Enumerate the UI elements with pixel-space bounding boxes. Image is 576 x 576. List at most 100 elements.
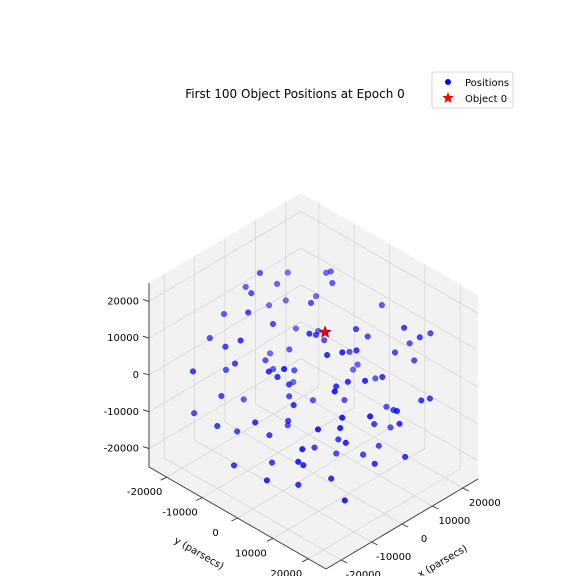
y-tick-label: 0 (212, 528, 218, 539)
grid-line-z-right (300, 211, 479, 314)
grid-line-z-left (148, 211, 302, 302)
position-point (372, 375, 379, 382)
position-point (230, 462, 238, 469)
x-tick-mark (371, 541, 378, 546)
grid-line-y-floor (308, 468, 461, 560)
position-point (274, 280, 281, 287)
position-point (360, 451, 367, 458)
position-point (311, 444, 318, 451)
position-point (309, 397, 317, 404)
position-point (335, 436, 342, 443)
position-point (339, 349, 346, 356)
position-point (240, 396, 247, 403)
position-point (222, 343, 229, 350)
position-point (222, 366, 230, 373)
position-point (206, 335, 213, 342)
x-tick-mark (432, 505, 439, 510)
position-point (344, 378, 351, 385)
legend-box (431, 71, 514, 109)
position-point (231, 360, 239, 367)
position-point (396, 420, 403, 427)
y-tick-label: -10000 (162, 508, 197, 519)
z-tick-label: 0 (133, 370, 139, 381)
position-point (364, 333, 371, 340)
x-tick-label: 10000 (438, 516, 470, 527)
position-point (286, 346, 293, 353)
position-point (266, 432, 273, 439)
position-point (411, 357, 418, 364)
position-point (281, 365, 288, 373)
grid-line-y-floor (201, 407, 355, 498)
y-tick-label: -20000 (127, 487, 162, 498)
tick-marks (142, 298, 470, 564)
position-point (329, 279, 336, 287)
grid-line-z-right (300, 321, 479, 425)
x-tick-mark (340, 559, 348, 564)
z-tick-label: -10000 (104, 407, 139, 418)
position-point (353, 347, 360, 354)
position-point (337, 425, 344, 432)
x-tick-mark (462, 487, 470, 492)
position-point (295, 458, 302, 465)
position-point (314, 426, 322, 433)
position-point (218, 392, 225, 400)
position-point (265, 368, 272, 375)
position-point (324, 351, 331, 359)
position-point (295, 481, 302, 488)
position-point (214, 422, 221, 430)
position-point (379, 373, 386, 381)
grid-lines (148, 202, 479, 561)
x-tick-label: 0 (421, 534, 427, 545)
y-tick-mark (302, 558, 309, 563)
position-point (242, 283, 249, 290)
z-tick-label: -20000 (104, 444, 139, 455)
position-point (371, 421, 378, 428)
chart-title: First 100 Object Positions at Epoch 0 (185, 87, 405, 101)
position-point (354, 361, 361, 368)
position-point (321, 337, 328, 344)
position-point (427, 330, 434, 337)
y-tick-label: 10000 (235, 548, 267, 559)
position-point (269, 320, 277, 328)
z-tick-mark (142, 409, 150, 413)
z-tick-mark (142, 446, 150, 450)
position-point (331, 388, 338, 395)
grid-line-z-left (148, 321, 302, 413)
grid-line-z-right (300, 358, 479, 461)
z-tick-mark (142, 298, 150, 302)
position-point (268, 459, 276, 466)
position-point (333, 450, 340, 457)
position-point (367, 413, 374, 420)
position-point (300, 462, 307, 469)
position-point (299, 446, 306, 453)
position-point (291, 367, 298, 374)
position-point (426, 395, 433, 402)
position-point (267, 350, 274, 357)
x-tick-label: 20000 (469, 498, 501, 509)
y-tick-label: 20000 (270, 569, 302, 576)
position-point (378, 302, 385, 309)
position-point (252, 419, 259, 426)
position-point (327, 268, 334, 275)
position-point (245, 309, 252, 316)
position-point (189, 368, 197, 375)
legend: Positions Object 0 (431, 71, 514, 109)
position-point (375, 442, 382, 449)
position-point (266, 302, 273, 309)
z-tick-label: 20000 (107, 296, 139, 307)
position-point (312, 331, 320, 338)
position-point (401, 324, 408, 331)
position-point (341, 396, 348, 404)
y-tick-mark (266, 537, 274, 542)
legend-label-object0: Object 0 (465, 94, 507, 105)
grid-line-z-right (300, 284, 479, 388)
position-point (292, 325, 299, 332)
position-point (341, 497, 348, 504)
y-tick-mark (160, 476, 167, 481)
position-point (346, 348, 353, 355)
position-point (391, 349, 399, 356)
position-point (406, 340, 413, 347)
z-tick-label: 10000 (107, 333, 139, 344)
position-point (352, 326, 360, 333)
position-point (191, 410, 198, 417)
